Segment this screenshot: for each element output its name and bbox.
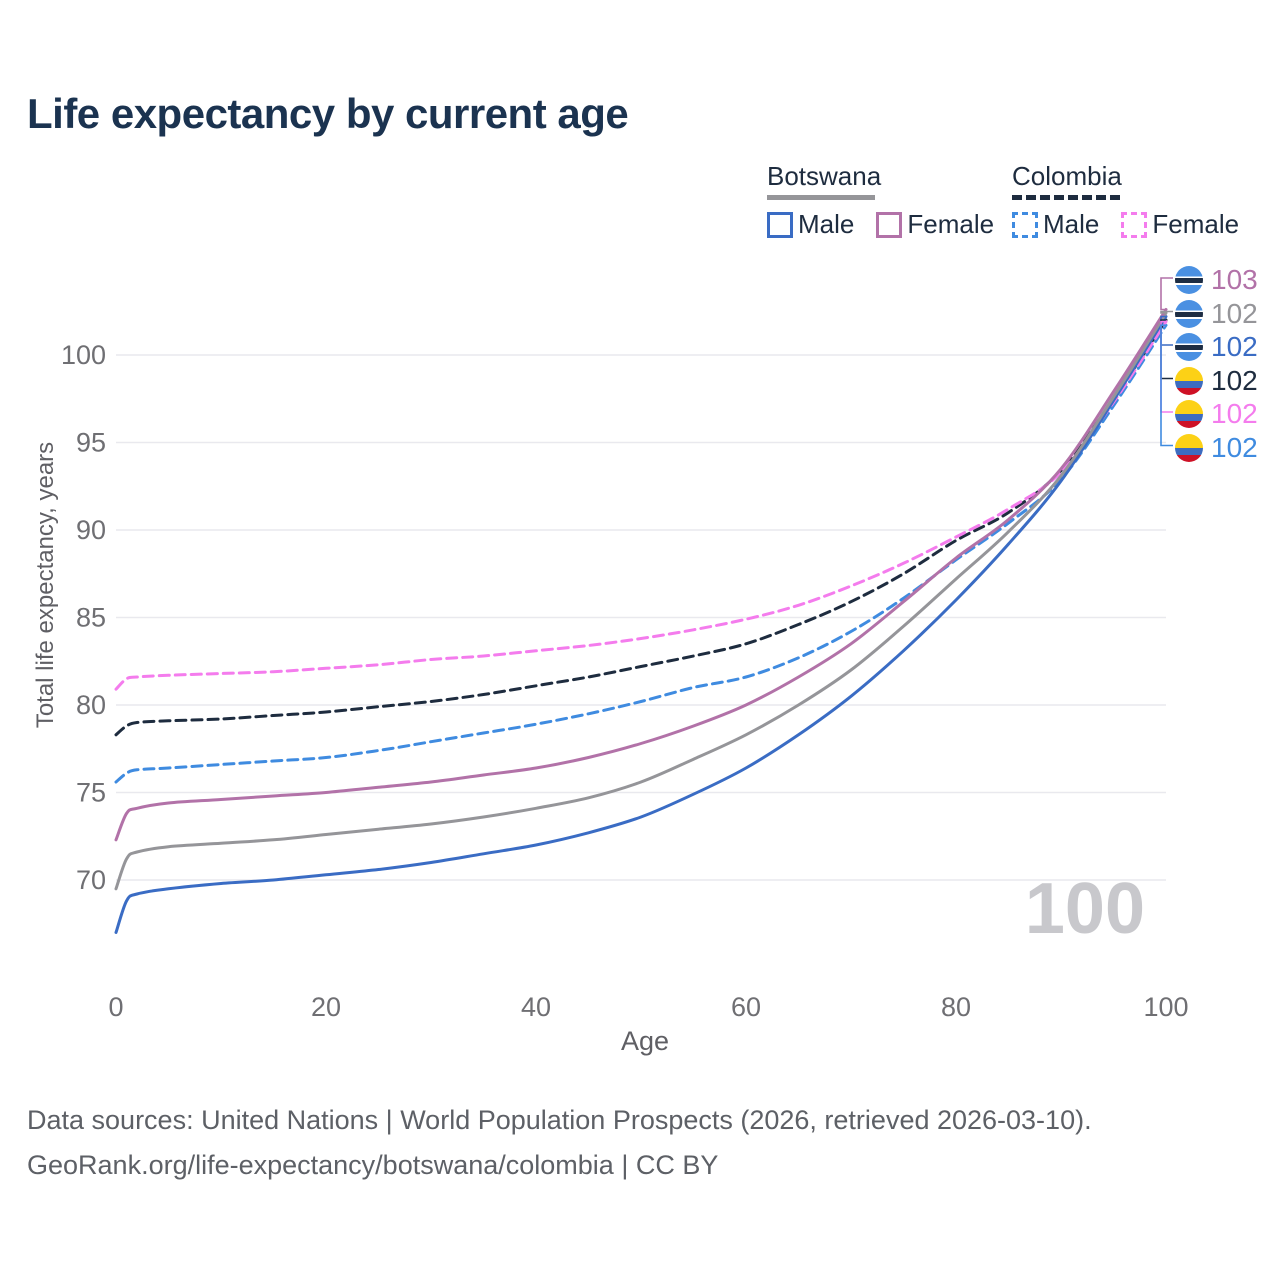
x-tick-label: 40 xyxy=(521,992,551,1022)
legend-item-botswana-male[interactable]: Male xyxy=(767,209,854,240)
legend-group-botswana: Botswana Male Female xyxy=(767,161,1016,240)
end-label-botswana-all[interactable]: 102 xyxy=(1175,298,1258,330)
legend-label-colombia-female: Female xyxy=(1152,209,1240,239)
x-tick-label: 100 xyxy=(1143,992,1188,1022)
end-label-connector xyxy=(1160,277,1173,311)
end-value: 102 xyxy=(1211,365,1258,396)
colombia-female-swatch-icon xyxy=(1121,211,1148,238)
x-axis-label: Age xyxy=(620,1026,670,1056)
end-label-connector xyxy=(1160,319,1173,380)
legend-underline-colombia xyxy=(1012,195,1120,200)
y-tick-label: 95 xyxy=(76,428,106,458)
legend-label-colombia-male: Male xyxy=(1043,209,1100,239)
y-tick-label: 75 xyxy=(76,778,106,808)
y-tick-label: 85 xyxy=(76,603,106,633)
legend-country-botswana[interactable]: Botswana xyxy=(767,161,882,191)
end-label-botswana-male[interactable]: 102 xyxy=(1175,331,1258,363)
end-label-colombia-female[interactable]: 102 xyxy=(1175,398,1258,430)
age-watermark: 100 xyxy=(1024,869,1145,949)
botswana-flag-icon xyxy=(1175,300,1203,328)
y-tick-label: 80 xyxy=(76,690,106,720)
legend-item-botswana-female[interactable]: Female xyxy=(876,209,994,240)
y-tick-label: 90 xyxy=(76,515,106,545)
line-colombia_female[interactable] xyxy=(114,320,1168,691)
legend-item-colombia-male[interactable]: Male xyxy=(1012,209,1099,240)
source-url[interactable]: GeoRank.org/life-expectancy/botswana/col… xyxy=(27,1150,719,1180)
line-botswana_female[interactable] xyxy=(114,308,1168,842)
legend-label-botswana-male: Male xyxy=(798,209,855,239)
legend-underline-botswana xyxy=(767,195,875,200)
page-title: Life expectancy by current age xyxy=(27,90,629,137)
y-tick-label: 70 xyxy=(76,865,106,895)
colombia-flag-icon xyxy=(1175,434,1203,462)
line-botswana_male[interactable] xyxy=(114,315,1168,934)
legend-country-colombia[interactable]: Colombia xyxy=(1012,161,1122,191)
data-sources-note: Data sources: United Nations | World Pop… xyxy=(27,1105,1092,1135)
end-label-connector xyxy=(1160,324,1173,447)
end-label-connector xyxy=(1160,310,1173,314)
botswana-female-swatch-icon xyxy=(876,211,903,238)
legend-group-colombia: Colombia Male Female xyxy=(1012,161,1261,240)
end-label-connector xyxy=(1160,320,1173,413)
legend-label-botswana-female: Female xyxy=(907,209,995,239)
botswana-flag-icon xyxy=(1175,333,1203,361)
end-value: 102 xyxy=(1211,398,1258,429)
colombia-flag-icon xyxy=(1175,367,1203,395)
end-label-colombia-all[interactable]: 102 xyxy=(1175,365,1258,397)
botswana-male-swatch-icon xyxy=(767,211,793,238)
end-value: 102 xyxy=(1211,432,1258,463)
x-tick-label: 0 xyxy=(108,992,123,1022)
colombia-flag-icon xyxy=(1175,400,1203,428)
line-colombia_male[interactable] xyxy=(114,323,1168,784)
line-botswana_all[interactable] xyxy=(114,311,1168,891)
end-value: 102 xyxy=(1211,298,1258,329)
end-label-botswana-female[interactable]: 103 xyxy=(1175,264,1258,296)
legend-item-colombia-female[interactable]: Female xyxy=(1121,209,1239,240)
footer: Data sources: United Nations | World Pop… xyxy=(27,1105,1092,1195)
botswana-flag-icon xyxy=(1175,266,1203,294)
x-tick-label: 60 xyxy=(731,992,761,1022)
colombia-male-swatch-icon xyxy=(1012,211,1038,238)
end-value: 102 xyxy=(1211,331,1258,362)
y-tick-label: 100 xyxy=(61,340,106,370)
x-tick-label: 80 xyxy=(941,992,971,1022)
end-label-colombia-male[interactable]: 102 xyxy=(1175,432,1258,464)
x-tick-label: 20 xyxy=(311,992,341,1022)
end-value: 103 xyxy=(1211,264,1258,295)
line-colombia_all[interactable] xyxy=(114,318,1168,737)
